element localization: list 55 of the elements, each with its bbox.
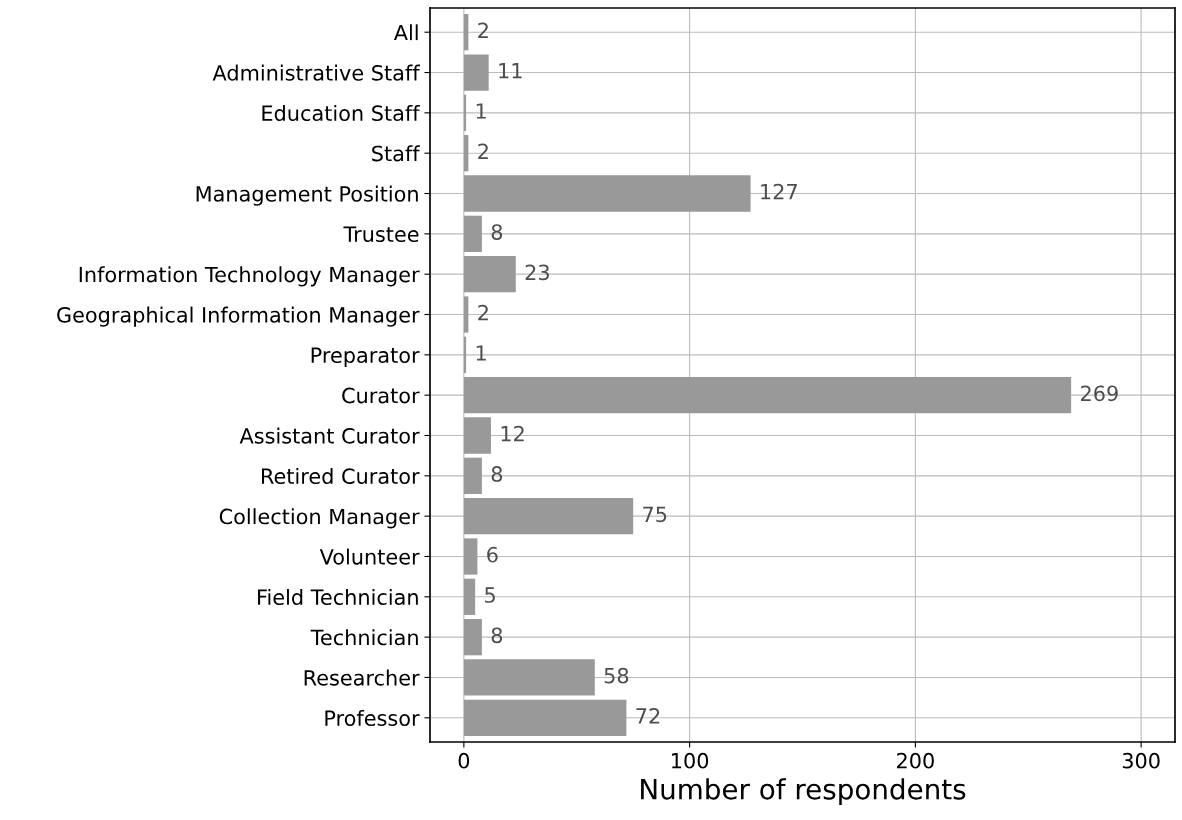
bar	[463, 54, 489, 91]
data-label: 75	[643, 506, 667, 523]
data-label: 8	[491, 224, 503, 240]
data-label: 11	[499, 63, 522, 79]
bar	[463, 618, 482, 656]
x-axis-title: Number of respondents	[641, 778, 966, 806]
bar	[463, 296, 469, 333]
bar	[463, 256, 516, 293]
bar	[463, 699, 627, 736]
x-tick-label: 100	[672, 752, 709, 769]
y-tick-label: All	[393, 24, 418, 41]
data-label: 2	[478, 304, 488, 321]
y-tick-label: Assistant Curator	[239, 427, 420, 444]
y-tick-label: Researcher	[304, 669, 420, 686]
data-label: 58	[604, 667, 629, 684]
y-tick-label: Trustee	[343, 226, 419, 243]
data-label: 12	[501, 425, 524, 442]
y-tick-label: Education Staff	[262, 104, 420, 122]
data-label: 2	[478, 22, 488, 38]
bar	[463, 498, 634, 535]
data-label: 1	[476, 345, 486, 361]
y-tick-label: Volunteer	[319, 548, 420, 565]
bar	[463, 175, 751, 212]
data-label: 1	[476, 103, 486, 119]
y-tick-label: Collection Manager	[219, 508, 420, 529]
y-tick-label: Retired Curator	[261, 467, 420, 485]
bar	[463, 578, 476, 615]
data-label: 23	[525, 264, 549, 281]
x-tick-label: 200	[897, 752, 934, 769]
data-label: 269	[1081, 385, 1118, 402]
data-label: 8	[491, 627, 503, 644]
y-tick-label: Geographical Information Manager	[57, 306, 420, 327]
y-tick-label: Technician	[310, 629, 418, 646]
bar	[463, 457, 482, 494]
y-tick-label: Professor	[325, 709, 420, 727]
y-tick-label: Staff	[372, 145, 420, 162]
data-label: 8	[491, 466, 503, 482]
data-label: 127	[761, 183, 797, 200]
data-label: 72	[636, 708, 660, 724]
bar	[463, 538, 478, 575]
bar	[463, 417, 491, 454]
data-label: 5	[485, 587, 495, 603]
x-tick-label: 300	[1122, 752, 1160, 769]
y-tick-label: Curator	[342, 387, 420, 404]
bar	[463, 377, 1072, 414]
y-tick-label: Information Technology Manager	[79, 266, 420, 287]
y-tick-label: Preparator	[311, 347, 420, 368]
data-label: 2	[478, 143, 488, 159]
bar	[463, 659, 595, 696]
bar	[463, 215, 482, 252]
y-tick-label: Administrative Staff	[212, 64, 420, 81]
y-tick-label: Management Position	[196, 185, 418, 206]
y-tick-label: Field Technician	[258, 588, 418, 606]
data-label: 6	[487, 546, 498, 563]
x-tick-label: 0	[458, 752, 470, 769]
